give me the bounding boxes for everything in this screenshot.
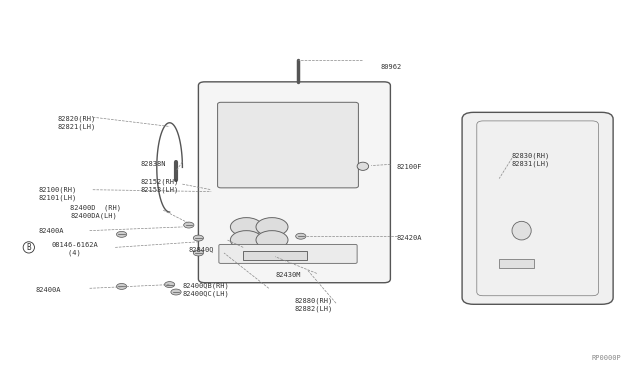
Text: 82100F: 82100F: [397, 164, 422, 170]
Text: 82830(RH)
82831(LH): 82830(RH) 82831(LH): [512, 153, 550, 167]
Ellipse shape: [512, 221, 531, 240]
Circle shape: [116, 283, 127, 289]
Text: 82840Q: 82840Q: [189, 246, 214, 252]
Text: 82880(RH)
82882(LH): 82880(RH) 82882(LH): [294, 298, 333, 312]
Text: 82420A: 82420A: [397, 235, 422, 241]
Text: 82400D  (RH)
82400DA(LH): 82400D (RH) 82400DA(LH): [70, 205, 122, 219]
Circle shape: [193, 235, 204, 241]
Text: 82400A: 82400A: [38, 228, 64, 234]
Bar: [243, 251, 307, 260]
Text: RP0000P: RP0000P: [591, 355, 621, 361]
Circle shape: [193, 250, 204, 256]
Circle shape: [184, 222, 194, 228]
FancyBboxPatch shape: [462, 112, 613, 304]
Bar: [499, 259, 534, 268]
FancyBboxPatch shape: [219, 244, 357, 263]
Text: 82100(RH)
82101(LH): 82100(RH) 82101(LH): [38, 186, 77, 201]
Circle shape: [256, 231, 288, 249]
FancyBboxPatch shape: [218, 102, 358, 188]
Ellipse shape: [357, 162, 369, 170]
Text: 82838N: 82838N: [141, 161, 166, 167]
Circle shape: [296, 233, 306, 239]
Circle shape: [230, 231, 262, 249]
Text: 08146-6162A
    (4): 08146-6162A (4): [51, 242, 98, 256]
Circle shape: [230, 218, 262, 236]
Circle shape: [116, 231, 127, 237]
Text: B: B: [26, 243, 31, 252]
Circle shape: [171, 289, 181, 295]
Text: 82400A: 82400A: [35, 287, 61, 293]
Circle shape: [164, 282, 175, 288]
Text: 82152(RH)
82153(LH): 82152(RH) 82153(LH): [141, 179, 179, 193]
Text: 80962: 80962: [381, 64, 402, 70]
Text: 82820(RH)
82821(LH): 82820(RH) 82821(LH): [58, 116, 96, 130]
FancyBboxPatch shape: [198, 82, 390, 283]
Text: 82400QB(RH)
82400QC(LH): 82400QB(RH) 82400QC(LH): [182, 283, 229, 297]
Circle shape: [256, 218, 288, 236]
Text: 82430M: 82430M: [275, 272, 301, 278]
